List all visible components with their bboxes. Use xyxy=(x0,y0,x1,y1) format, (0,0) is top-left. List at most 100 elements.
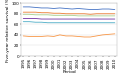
75-99 xyxy=(65,22,67,23)
70-79 xyxy=(84,19,85,20)
50-59 xyxy=(114,13,116,14)
Line: 60-69: 60-69 xyxy=(23,14,115,16)
Under 50 xyxy=(71,9,73,10)
80+ xyxy=(35,36,36,37)
Under 50 xyxy=(65,8,67,9)
50-59 xyxy=(47,12,48,13)
75-99 xyxy=(77,22,79,23)
50-59 xyxy=(71,13,73,14)
75-99 xyxy=(84,22,85,23)
80+ xyxy=(65,35,67,36)
75-99 xyxy=(35,22,36,23)
80+ xyxy=(22,35,24,36)
50-59 xyxy=(102,13,103,14)
Under 50 xyxy=(114,9,116,10)
50-59 xyxy=(90,14,91,15)
Under 50 xyxy=(59,7,61,8)
Under 50 xyxy=(29,6,30,7)
70-79 xyxy=(53,19,55,20)
70-79 xyxy=(108,19,109,20)
70-79 xyxy=(35,18,36,19)
50-59 xyxy=(29,12,30,13)
70-79 xyxy=(65,19,67,20)
60-69 xyxy=(47,14,48,15)
Under 50 xyxy=(102,9,103,10)
70-79 xyxy=(59,19,61,20)
70-79 xyxy=(22,18,24,19)
80+ xyxy=(47,35,48,36)
50-59 xyxy=(65,13,67,14)
75-99 xyxy=(108,22,109,23)
50-59 xyxy=(59,13,61,14)
70-79 xyxy=(96,19,97,20)
Under 50 xyxy=(22,6,24,7)
60-69 xyxy=(29,14,30,15)
Under 50 xyxy=(47,7,48,8)
60-69 xyxy=(65,15,67,16)
50-59 xyxy=(84,13,85,14)
Line: Under 50: Under 50 xyxy=(23,7,115,10)
Under 50 xyxy=(108,9,109,10)
80+ xyxy=(90,36,91,37)
50-59 xyxy=(35,12,36,13)
80+ xyxy=(96,35,97,36)
Under 50 xyxy=(96,9,97,10)
60-69 xyxy=(53,15,55,16)
75-99 xyxy=(96,22,97,23)
70-79 xyxy=(71,19,73,20)
50-59 xyxy=(41,12,42,13)
Under 50 xyxy=(41,7,42,8)
60-69 xyxy=(108,15,109,16)
70-79 xyxy=(47,19,48,20)
80+ xyxy=(29,36,30,37)
Line: 80+: 80+ xyxy=(23,34,115,37)
75-99 xyxy=(102,22,103,23)
Under 50 xyxy=(84,9,85,10)
Under 50 xyxy=(90,9,91,10)
75-99 xyxy=(29,21,30,22)
60-69 xyxy=(59,15,61,16)
60-69 xyxy=(96,15,97,16)
70-79 xyxy=(90,19,91,20)
50-59 xyxy=(53,13,55,14)
60-69 xyxy=(77,15,79,16)
75-99 xyxy=(114,22,116,23)
60-69 xyxy=(84,15,85,16)
80+ xyxy=(71,35,73,36)
Y-axis label: Five-year relative survival (%): Five-year relative survival (%) xyxy=(6,0,10,62)
75-99 xyxy=(59,22,61,23)
75-99 xyxy=(71,22,73,23)
60-69 xyxy=(114,15,116,16)
Line: 75-99: 75-99 xyxy=(23,22,115,23)
80+ xyxy=(108,34,109,35)
Under 50 xyxy=(53,8,55,9)
75-99 xyxy=(90,22,91,23)
X-axis label: Period: Period xyxy=(62,70,76,74)
80+ xyxy=(59,34,61,35)
70-79 xyxy=(77,19,79,20)
80+ xyxy=(102,34,103,35)
Under 50 xyxy=(77,8,79,9)
75-99 xyxy=(53,22,55,23)
80+ xyxy=(53,36,55,37)
50-59 xyxy=(22,12,24,13)
Line: 50-59: 50-59 xyxy=(23,12,115,14)
60-69 xyxy=(90,15,91,16)
Line: 70-79: 70-79 xyxy=(23,18,115,19)
50-59 xyxy=(108,13,109,14)
70-79 xyxy=(102,19,103,20)
75-99 xyxy=(22,21,24,22)
80+ xyxy=(114,33,116,34)
70-79 xyxy=(41,19,42,20)
Under 50 xyxy=(35,7,36,8)
80+ xyxy=(84,36,85,37)
70-79 xyxy=(114,19,116,20)
50-59 xyxy=(96,13,97,14)
70-79 xyxy=(29,18,30,19)
50-59 xyxy=(77,13,79,14)
75-99 xyxy=(41,22,42,23)
60-69 xyxy=(22,14,24,15)
75-99 xyxy=(47,22,48,23)
60-69 xyxy=(71,15,73,16)
80+ xyxy=(77,36,79,37)
